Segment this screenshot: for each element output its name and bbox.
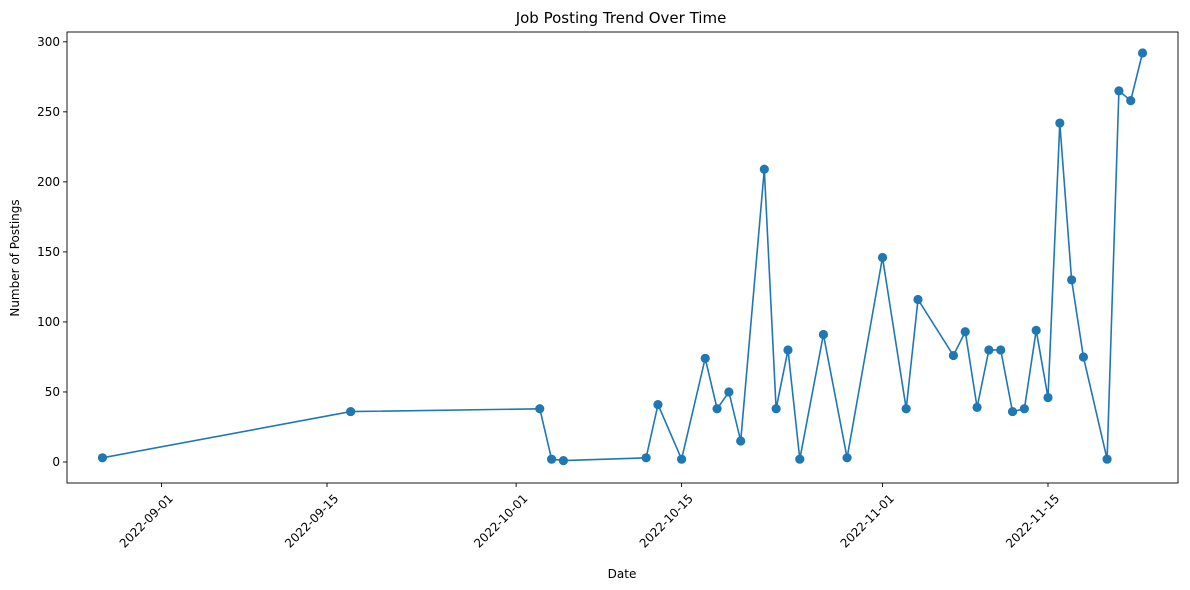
data-point [1126,96,1136,106]
data-point [1043,392,1053,403]
x-tick-label: 2022-09-15 [282,491,341,550]
data-point [877,252,888,263]
x-tick-label: 2022-10-15 [637,491,696,550]
data-point [842,453,852,463]
data-point [1102,454,1112,464]
data-point [972,402,982,412]
y-tick-label: 300 [37,35,60,49]
data-point [960,327,970,337]
data-point [346,406,356,417]
y-tick-label: 100 [37,315,60,329]
x-tick-label: 2022-11-01 [838,491,897,550]
series-line [102,52,1144,462]
data-point [948,350,959,361]
data-point [759,164,769,174]
data-point [996,345,1006,355]
x-tick-label: 2022-11-15 [1003,491,1062,550]
x-axis: 2022-09-01 2022-09-15 2022-10-01 2022-10-15… [117,483,1062,551]
y-tick-label: 50 [45,385,60,399]
chart-title: Job Posting Trend Over Time [515,9,727,27]
data-point [546,454,557,464]
y-axis: 0 50 100 150 200 250 300 [37,35,67,469]
data-point [558,455,569,466]
y-tick-label: 150 [37,245,60,259]
data-point [783,345,793,355]
x-axis-label: Date [608,567,637,581]
plot-area-frame [66,31,1179,484]
data-point [1078,352,1089,362]
data-point [1031,325,1041,335]
data-point [1137,48,1148,58]
data-point [641,453,651,463]
data-point [771,404,781,414]
data-point [1007,406,1018,417]
y-tick-label: 200 [37,175,60,189]
y-axis-label: Number of Postings [8,199,22,316]
data-point [700,353,710,363]
data-point [712,404,722,414]
data-point [984,345,994,355]
x-tick-label: 2022-10-01 [471,491,530,550]
data-point [736,436,746,446]
y-tick-label: 250 [37,105,60,119]
data-point [1055,118,1065,128]
data-point [535,404,545,414]
data-point [818,329,829,340]
data-point [901,404,911,414]
series-layer [97,48,1148,466]
x-tick-label: 2022-09-01 [117,491,176,550]
data-point [724,387,734,397]
data-point [795,454,805,464]
data-point [676,454,687,464]
data-point [913,294,923,305]
data-point [653,399,663,410]
data-point [1114,86,1124,96]
data-point [97,453,108,463]
data-point [1067,275,1077,285]
data-point [1019,404,1029,414]
y-tick-label: 0 [52,455,60,469]
